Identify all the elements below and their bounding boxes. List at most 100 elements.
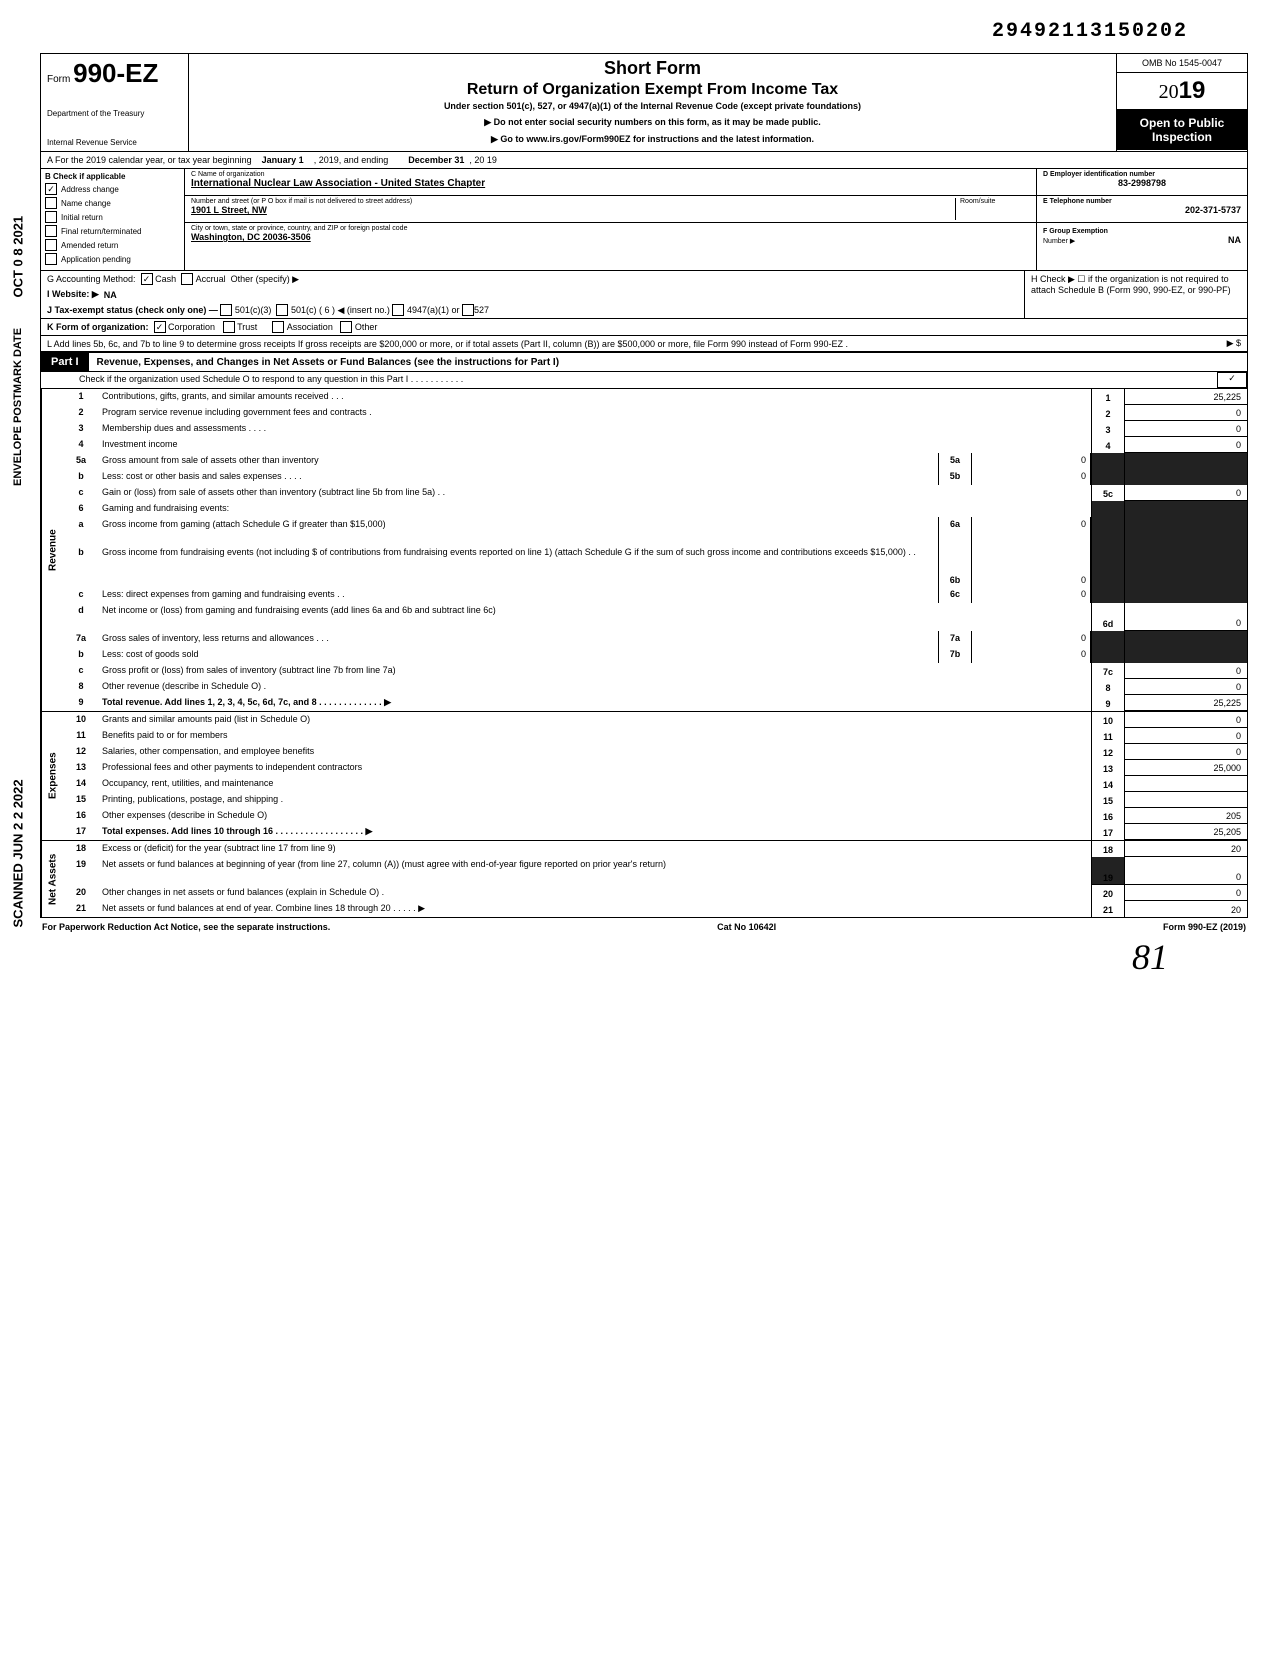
footer-left: For Paperwork Reduction Act Notice, see … bbox=[42, 922, 330, 932]
chk-pending[interactable]: Application pending bbox=[45, 253, 180, 265]
line-a-begin: January 1 bbox=[262, 155, 304, 165]
chk-cash[interactable]: ✓ bbox=[141, 273, 153, 285]
street-row: Number and street (or P O box if mail is… bbox=[185, 196, 1036, 223]
city-value: Washington, DC 20036-3506 bbox=[191, 232, 1030, 242]
line5c-desc: Gain or (loss) from sale of assets other… bbox=[98, 485, 1091, 501]
chk-amended[interactable]: Amended return bbox=[45, 239, 180, 251]
line1-val: 25,225 bbox=[1125, 389, 1247, 405]
chk-501c3[interactable] bbox=[220, 304, 232, 316]
chk-initial-return[interactable]: Initial return bbox=[45, 211, 180, 223]
chk-label: Address change bbox=[61, 185, 119, 194]
netassets-side-label: Net Assets bbox=[41, 841, 64, 917]
line18-val: 20 bbox=[1125, 841, 1247, 857]
col-b-checkboxes: B Check if applicable ✓Address change Na… bbox=[41, 169, 185, 270]
line6-desc: Gaming and fundraising events: bbox=[98, 501, 1091, 517]
line14-val bbox=[1125, 776, 1247, 792]
line12-val: 0 bbox=[1125, 744, 1247, 760]
line12-desc: Salaries, other compensation, and employ… bbox=[98, 744, 1091, 760]
line4-val: 0 bbox=[1125, 437, 1247, 453]
cash-label: Cash bbox=[155, 274, 176, 284]
open-public-2: Inspection bbox=[1119, 130, 1245, 144]
line20-val: 0 bbox=[1125, 885, 1247, 901]
g-label: G Accounting Method: bbox=[47, 274, 136, 284]
line13-desc: Professional fees and other payments to … bbox=[98, 760, 1091, 776]
col-b-header: B Check if applicable bbox=[45, 172, 180, 181]
phone-row: E Telephone number 202-371-5737 bbox=[1037, 196, 1247, 223]
h-text: H Check ▶ ☐ if the organization is not r… bbox=[1031, 274, 1231, 295]
line17-desc: Total expenses. Add lines 10 through 16 … bbox=[98, 824, 1091, 840]
chk-name-change[interactable]: Name change bbox=[45, 197, 180, 209]
under-section: Under section 501(c), 527, or 4947(a)(1)… bbox=[195, 101, 1110, 111]
chk-label: Initial return bbox=[61, 213, 103, 222]
chk-4947[interactable] bbox=[392, 304, 404, 316]
j-label: J Tax-exempt status (check only one) — bbox=[47, 305, 218, 315]
line7b-inner: 0 bbox=[972, 647, 1091, 663]
line2-desc: Program service revenue including govern… bbox=[98, 405, 1091, 421]
form-label: Form bbox=[47, 74, 70, 85]
handwritten-mark: 81 bbox=[40, 936, 1248, 978]
i-label: I Website: ▶ bbox=[47, 289, 99, 300]
line16-desc: Other expenses (describe in Schedule O) bbox=[98, 808, 1091, 824]
chk-assoc[interactable] bbox=[272, 321, 284, 333]
city-label: City or town, state or province, country… bbox=[191, 225, 1030, 232]
line13-val: 25,000 bbox=[1125, 760, 1247, 776]
line-a-suffix: , 20 19 bbox=[469, 155, 497, 165]
chk-address-change[interactable]: ✓Address change bbox=[45, 183, 180, 195]
line15-desc: Printing, publications, postage, and shi… bbox=[98, 792, 1091, 808]
date-stamp-oct: OCT 0 8 2021 bbox=[11, 216, 26, 298]
line15-val bbox=[1125, 792, 1247, 808]
chk-corp[interactable]: ✓ bbox=[154, 321, 166, 333]
chk-501c[interactable] bbox=[276, 304, 288, 316]
revenue-side-label: Revenue bbox=[41, 389, 64, 711]
line7a-desc: Gross sales of inventory, less returns a… bbox=[98, 631, 938, 647]
street-label: Number and street (or P O box if mail is… bbox=[191, 198, 955, 205]
chk-accrual[interactable] bbox=[181, 273, 193, 285]
line-i: I Website: ▶ NA bbox=[41, 287, 1024, 302]
line3-val: 0 bbox=[1125, 421, 1247, 437]
dept-irs: Internal Revenue Service bbox=[47, 138, 182, 147]
line6c-inner: 0 bbox=[972, 587, 1091, 603]
line7b-desc: Less: cost of goods sold bbox=[98, 647, 938, 663]
chk-schedule-o[interactable]: ✓ bbox=[1217, 372, 1247, 388]
line11-desc: Benefits paid to or for members bbox=[98, 728, 1091, 744]
line18-desc: Excess or (deficit) for the year (subtra… bbox=[98, 841, 1091, 857]
phone-label: E Telephone number bbox=[1043, 198, 1241, 205]
omb-number: OMB No 1545-0047 bbox=[1117, 54, 1247, 73]
website-value: NA bbox=[104, 290, 117, 300]
chk-label: Final return/terminated bbox=[61, 227, 141, 236]
line-a: A For the 2019 calendar year, or tax yea… bbox=[41, 152, 1247, 169]
no-ssn-note: ▶ Do not enter social security numbers o… bbox=[195, 117, 1110, 128]
l-arrow: ▶ $ bbox=[1161, 338, 1241, 349]
ein-value: 83-2998798 bbox=[1043, 178, 1241, 188]
chk-527[interactable] bbox=[462, 304, 474, 316]
part1-header: Part I Revenue, Expenses, and Changes in… bbox=[41, 352, 1247, 372]
line20-desc: Other changes in net assets or fund bala… bbox=[98, 885, 1091, 901]
chk-trust[interactable] bbox=[223, 321, 235, 333]
line6b-desc: Gross income from fundraising events (no… bbox=[98, 545, 938, 587]
line6d-val: 0 bbox=[1125, 603, 1247, 631]
line4-desc: Investment income bbox=[98, 437, 1091, 453]
chk-final-return[interactable]: Final return/terminated bbox=[45, 225, 180, 237]
tax-year-box: 2019 bbox=[1117, 73, 1247, 110]
footer-right: Form 990-EZ (2019) bbox=[1163, 922, 1246, 932]
expenses-side-label: Expenses bbox=[41, 712, 64, 840]
net-assets-section: Net Assets 18Excess or (deficit) for the… bbox=[41, 841, 1247, 917]
chk-other[interactable] bbox=[340, 321, 352, 333]
line8-desc: Other revenue (describe in Schedule O) . bbox=[98, 679, 1091, 695]
line-g: G Accounting Method: ✓ Cash Accrual Othe… bbox=[41, 271, 1024, 287]
line21-val: 20 bbox=[1125, 901, 1247, 917]
line-a-end: December 31 bbox=[408, 155, 464, 165]
line16-val: 205 bbox=[1125, 808, 1247, 824]
schedule-o-check: Check if the organization used Schedule … bbox=[41, 372, 1247, 389]
group-value: NA bbox=[1228, 235, 1241, 245]
part1-label: Part I bbox=[41, 353, 89, 371]
line-a-prefix: A For the 2019 calendar year, or tax yea… bbox=[47, 155, 252, 165]
501c: 501(c) ( 6 ) ◀ (insert no.) bbox=[291, 305, 390, 316]
form-990ez: Form 990-EZ Department of the Treasury I… bbox=[40, 53, 1248, 918]
line-j: J Tax-exempt status (check only one) — 5… bbox=[41, 302, 1024, 318]
open-public-1: Open to Public bbox=[1119, 116, 1245, 130]
lines-g-to-j: G Accounting Method: ✓ Cash Accrual Othe… bbox=[41, 271, 1247, 319]
col-de-right: D Employer identification number 83-2998… bbox=[1037, 169, 1247, 270]
revenue-section: Revenue 1Contributions, gifts, grants, a… bbox=[41, 389, 1247, 712]
group-label2: Number ▶ bbox=[1043, 238, 1075, 245]
